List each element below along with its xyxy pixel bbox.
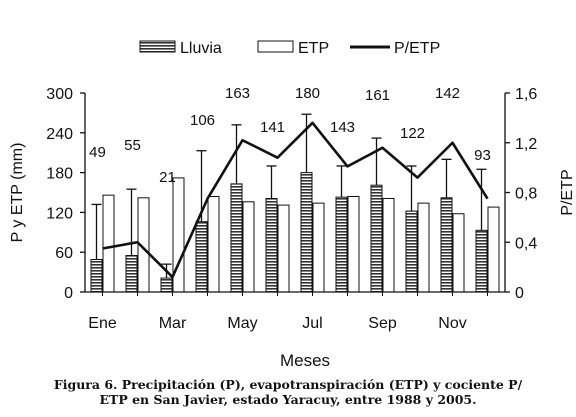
data-label-lluvia: 93	[474, 147, 491, 164]
bar-etp	[417, 202, 430, 293]
caption-line-2: ETP en San Javier, estado Yaracuy, entre…	[99, 392, 477, 407]
bar-lluvia	[405, 210, 418, 293]
data-label-lluvia: 163	[225, 85, 250, 102]
bar-lluvia	[475, 229, 488, 293]
data-label-lluvia: 106	[190, 112, 215, 129]
bar-lluvia	[265, 197, 278, 293]
y-tick-label: 300	[46, 86, 73, 103]
legend-label-p-etp: P/ETP	[394, 40, 440, 57]
bar-etp	[312, 202, 325, 293]
bar-lluvia	[90, 258, 103, 293]
y2-tick-label: 0	[515, 285, 524, 302]
bar-lluvia	[335, 196, 348, 293]
legend-label-lluvia: Lluvia	[180, 40, 222, 57]
x-tick-label: Jul	[302, 315, 322, 332]
y2-axis-label: P/ETP	[559, 169, 576, 215]
legend-swatch-etp	[257, 40, 294, 53]
legend-swatch-lluvia	[139, 40, 176, 53]
legend: Lluvia ETP P/ETP	[139, 40, 440, 57]
bar-lluvia	[300, 172, 313, 293]
y-tick-label: 0	[64, 285, 73, 302]
plot-area: 49 55 21 106 163 141 180 143 161 122 142 93	[89, 85, 500, 293]
x-tick-label: Mar	[159, 315, 187, 332]
bar-lluvia	[195, 221, 208, 293]
bar-etp	[277, 204, 290, 293]
data-label-lluvia: 143	[330, 119, 355, 136]
bar-lluvia	[160, 277, 173, 293]
axes: 0 60 120 180 240 300 0 0,4 0,8 1,2 1,6 Ene Mar May Jul…	[46, 86, 537, 332]
bar-lluvia	[440, 197, 453, 293]
data-label-lluvia: 55	[124, 137, 141, 154]
x-axis-label: Meses	[280, 351, 330, 370]
y-tick-label: 60	[55, 245, 73, 262]
bar-etp	[452, 213, 465, 293]
y2-tick-label: 1,6	[515, 86, 537, 103]
data-label-lluvia: 141	[260, 119, 285, 136]
data-label-lluvia: 49	[89, 144, 106, 161]
data-label-lluvia: 21	[159, 169, 176, 186]
data-label-lluvia: 161	[365, 87, 390, 104]
bar-etp	[207, 195, 220, 293]
y-axis-label: P y ETP (mm)	[9, 143, 26, 243]
caption-line-1: Figura 6. Precipitación (P), evapotransp…	[53, 377, 523, 392]
chart-canvas: Lluvia ETP P/ETP 49 55 21 106 163 141 180 143 161 1…	[9, 40, 576, 370]
bar-lluvia	[370, 184, 383, 293]
x-tick-label: Ene	[88, 315, 117, 332]
figure-caption: Figura 6. Precipitación (P), evapotransp…	[0, 377, 576, 407]
line-p-etp	[102, 121, 489, 279]
y2-tick-label: 0,8	[515, 186, 537, 203]
x-tick-label: Sep	[368, 315, 397, 332]
x-tick-label: May	[227, 315, 257, 332]
bar-etp	[382, 197, 395, 293]
y-tick-label: 180	[46, 166, 73, 183]
bar-etp	[487, 206, 500, 293]
data-label-lluvia: 180	[295, 85, 320, 102]
data-label-lluvia: 142	[435, 85, 460, 102]
data-label-lluvia: 122	[400, 125, 425, 142]
y2-tick-label: 0,4	[515, 235, 537, 252]
x-tick-label: Nov	[438, 315, 466, 332]
bar-etp	[242, 201, 255, 293]
bar-lluvia	[230, 183, 243, 293]
legend-label-etp: ETP	[298, 40, 329, 57]
y-tick-label: 120	[46, 205, 73, 222]
y-tick-label: 240	[46, 126, 73, 143]
y2-tick-label: 1,2	[515, 136, 537, 153]
bar-lluvia	[125, 255, 138, 293]
bar-etp	[102, 194, 115, 293]
bar-etp	[347, 195, 360, 293]
